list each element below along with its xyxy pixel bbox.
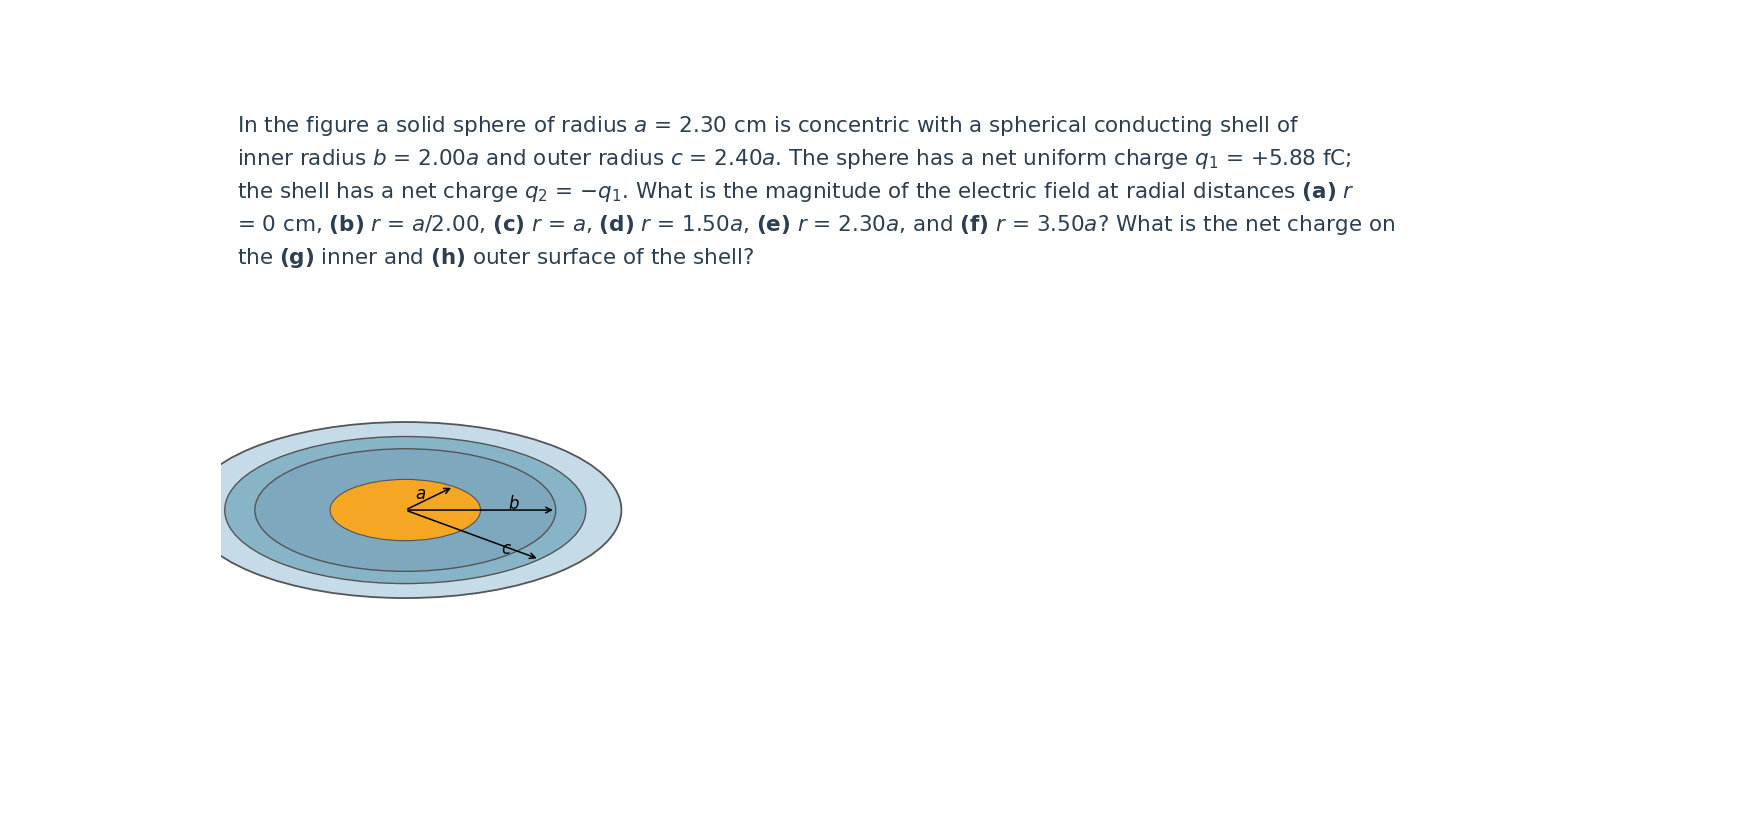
Text: inner radius $b$ = 2.00$a$ and outer radius $c$ = 2.40$a$. The sphere has a net : inner radius $b$ = 2.00$a$ and outer rad…	[236, 147, 1351, 171]
Text: the $\mathbf{(g)}$ inner and $\mathbf{(h)}$ outer surface of the shell?: the $\mathbf{(g)}$ inner and $\mathbf{(h…	[236, 246, 753, 270]
Ellipse shape	[224, 436, 586, 584]
Text: In the figure a solid sphere of radius $a$ = 2.30 cm is concentric with a spheri: In the figure a solid sphere of radius $…	[236, 114, 1298, 138]
Text: $c$: $c$	[501, 541, 512, 557]
Ellipse shape	[189, 422, 621, 598]
Ellipse shape	[330, 479, 480, 541]
Ellipse shape	[254, 449, 556, 571]
Text: $a$: $a$	[415, 487, 425, 504]
Text: = 0 cm, $\mathbf{(b)}$ $r$ = $a$/2.00, $\mathbf{(c)}$ $r$ = $a$, $\mathbf{(d)}$ : = 0 cm, $\mathbf{(b)}$ $r$ = $a$/2.00, $…	[236, 213, 1394, 238]
Text: the shell has a net charge $q_2$ = $-q_1$. What is the magnitude of the electric: the shell has a net charge $q_2$ = $-q_1…	[236, 180, 1355, 205]
Text: $b$: $b$	[508, 495, 519, 513]
